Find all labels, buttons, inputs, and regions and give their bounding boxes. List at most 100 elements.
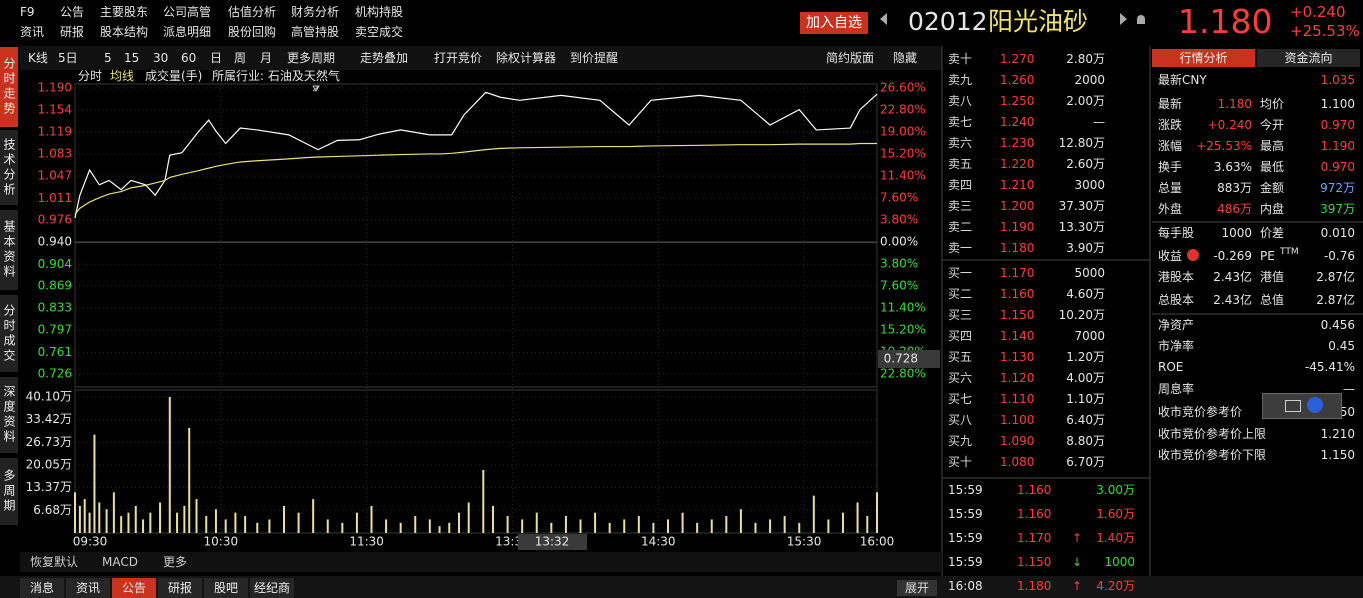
toolbar-item[interactable]: 5日 [58,51,78,65]
book-price: 1.130 [1000,350,1035,364]
chart-footer-button[interactable]: MACD [102,555,138,569]
book-volume: 3000 [1074,178,1105,192]
menu-item[interactable]: 财务分析 [291,5,340,19]
volume-bar [283,505,286,533]
popup-toolbar[interactable] [1262,393,1342,419]
toolbar-item[interactable]: 5 [104,51,112,65]
volume-bar [812,495,815,533]
menu-item[interactable]: 公司高管 [163,5,212,19]
info-label: 最新 [1158,97,1183,111]
y-tick-label: 1.047 [38,169,72,183]
add-watchlist-button[interactable]: 加入自选 [800,12,868,34]
menu-item[interactable]: 估值分析 [228,5,277,19]
menu-item[interactable]: 高管持股 [291,25,340,39]
menu-item[interactable]: 资讯 [20,25,45,39]
toolbar-item[interactable]: 30 [153,51,169,65]
trade-price: 1.150 [1017,555,1052,569]
menu-item[interactable]: 研报 [60,25,85,39]
side-tab[interactable]: 技术分析 [0,130,18,205]
info-value: 1.100 [1320,97,1355,111]
side-tab[interactable]: 多周期 [0,458,18,525]
menu-item[interactable]: 公告 [60,5,85,19]
toolbar-item[interactable]: 周 [234,51,247,65]
info-label: 港值 [1260,270,1285,284]
bottom-tab[interactable]: 消息 [20,578,64,598]
next-arrow[interactable] [1120,13,1127,25]
bottom-tab[interactable]: 经纪商 [250,578,294,598]
info-label: 市净率 [1158,339,1195,353]
info-tab[interactable]: 资金流向 [1257,49,1360,67]
y2-tick-label: 3.80% [880,213,918,227]
toolbar-item[interactable]: 15 [124,51,140,65]
help-icon[interactable] [1307,397,1323,413]
chart-footer-button[interactable]: 更多 [163,555,188,569]
volume-bar [149,512,152,533]
side-tab[interactable]: 分时成交 [0,295,18,372]
bottom-tab[interactable]: 公告 [112,578,156,598]
toolbar-item[interactable]: 隐藏 [893,51,918,65]
expand-button[interactable]: 展开 [897,580,937,596]
info-value: 972万 [1320,181,1355,195]
volume-bar [134,505,137,533]
volume-bar [866,516,869,533]
trade-direction: ↑ [1072,579,1083,593]
keyboard-icon[interactable] [1285,400,1301,412]
side-tab[interactable]: 深度资料 [0,377,18,453]
info-label: 周息率 [1158,382,1195,396]
help-icon[interactable] [1187,249,1199,261]
menu-item[interactable]: 卖空成交 [355,25,404,39]
menu-item[interactable]: 股份回购 [228,25,277,39]
volume-bar [188,427,191,533]
volume-bar [608,522,611,533]
toolbar-item[interactable]: 简约版面 [826,51,875,65]
trade-time: 15:59 [948,531,983,545]
bottom-tab[interactable]: 研报 [158,578,202,598]
menu-item[interactable]: 股本结构 [100,25,149,39]
bottom-tab[interactable]: 资讯 [66,578,110,598]
menu-item[interactable]: 派息明细 [163,25,212,39]
info-tab[interactable]: 行情分析 [1152,49,1255,67]
book-volume: 10.20万 [1058,308,1105,322]
toolbar-item[interactable]: 除权计算器 [496,51,557,65]
info-value: 1.210 [1320,427,1355,441]
info-value: 1.035 [1320,73,1355,87]
bell-icon[interactable] [1137,15,1145,24]
toolbar-item[interactable]: 走势叠加 [360,51,409,65]
book-volume: 3.90万 [1066,241,1105,255]
y-tick-label: 0.976 [38,212,72,226]
menu-item[interactable]: 主要股东 [100,5,149,19]
info-label: 涨幅 [1158,139,1183,153]
toolbar-item[interactable]: 更多周期 [287,51,336,65]
y-tick-label: 26.73万 [26,435,72,449]
toolbar-item[interactable]: 日 [210,51,223,65]
chart-footer-button[interactable]: 恢复默认 [30,555,79,569]
y2-tick-label: 3.80% [880,257,918,271]
y-tick-label: 0.940 [38,235,72,249]
toolbar-item[interactable]: 月 [260,51,273,65]
volume-bar [127,512,130,533]
volume-bar [876,492,878,533]
side-tab[interactable]: 基本资料 [0,210,18,290]
bottom-tab[interactable]: 股吧 [204,578,248,598]
book-volume: 12.80万 [1058,136,1105,150]
volume-bar [769,519,772,533]
book-label: 买一 [948,266,973,280]
toolbar-item[interactable]: 60 [181,51,197,65]
price-line [74,142,877,215]
toolbar-item[interactable]: K线 [28,51,48,65]
menu-item[interactable]: 机构持股 [355,5,404,19]
toolbar-item[interactable]: 到价提醒 [570,51,619,65]
toolbar-item[interactable]: 打开竞价 [434,51,483,65]
volume-bar [535,512,538,533]
trade-direction: ↑ [1072,531,1083,545]
side-tab[interactable]: 分时走势 [0,47,18,127]
info-value: 0.456 [1320,318,1355,332]
menu-item[interactable]: F9 [20,5,35,19]
volume-bar [297,512,300,533]
prev-arrow[interactable] [880,13,887,25]
book-volume: 2000 [1074,73,1105,87]
info-label: 收市竞价参考价 [1158,405,1243,419]
book-label: 买七 [948,392,973,406]
info-label: 总股本 [1158,293,1195,307]
cursor-box [518,534,587,550]
